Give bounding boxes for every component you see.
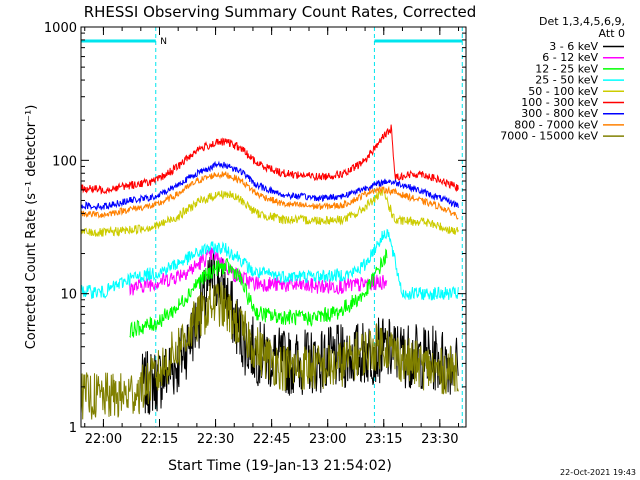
series-line-1 (129, 247, 388, 296)
plot-frame (80, 26, 467, 428)
y-tick-label-0: 1 (69, 421, 77, 436)
legend-label-3: 25 - 50 keV (535, 74, 598, 87)
legend-label-7: 800 - 7000 keV (514, 118, 598, 131)
series-line-6 (80, 160, 459, 212)
annotation-0: N (160, 37, 167, 47)
series-line-4 (80, 187, 459, 237)
chart-title: RHESSI Observing Summary Count Rates, Co… (84, 3, 477, 21)
series-line-5 (80, 124, 459, 195)
x-tick-label-3: 22:45 (253, 432, 290, 447)
legend-header-1: Att 0 (599, 27, 625, 40)
series-line-3 (80, 228, 459, 301)
x-tick-label-2: 22:30 (197, 432, 234, 447)
series-line-2 (129, 248, 388, 339)
x-tick-label-0: 22:00 (85, 432, 122, 447)
series-line-7 (80, 171, 459, 220)
x-tick-label-1: 22:15 (141, 432, 178, 447)
legend-label-2: 12 - 25 keV (535, 62, 598, 75)
y-tick-label-3: 1000 (44, 21, 77, 36)
legend-label-4: 50 - 100 keV (528, 85, 598, 98)
series-line-8 (80, 281, 459, 420)
x-tick-label-4: 23:00 (309, 432, 346, 447)
legend-label-0: 3 - 6 keV (549, 40, 598, 53)
legend-header-0: Det 1,3,4,5,6,9, (539, 15, 625, 28)
y-axis-label: Corrected Count Rate (s⁻¹ detector⁻¹) (24, 105, 39, 350)
legend-label-8: 7000 - 15000 keV (500, 130, 598, 143)
night-markers: N (81, 27, 463, 427)
axis-ticks: 22:00 22:15 22:30 22:45 23:00 23:15 23:30 1 10 10… (44, 21, 466, 447)
legend-label-1: 6 - 12 keV (542, 51, 598, 64)
y-tick-label-1: 10 (60, 288, 77, 303)
legend-label-6: 300 - 800 keV (521, 107, 598, 120)
x-tick-label-6: 23:30 (421, 432, 458, 447)
data-lines (80, 124, 459, 420)
x-tick-label-5: 23:15 (365, 432, 402, 447)
legend-label-5: 100 - 300 keV (521, 96, 598, 109)
date-stamp: 22-Oct-2021 19:43 (560, 468, 636, 477)
x-axis-label: Start Time (19-Jan-13 21:54:02) (168, 458, 392, 474)
y-tick-label-2: 100 (52, 154, 77, 169)
